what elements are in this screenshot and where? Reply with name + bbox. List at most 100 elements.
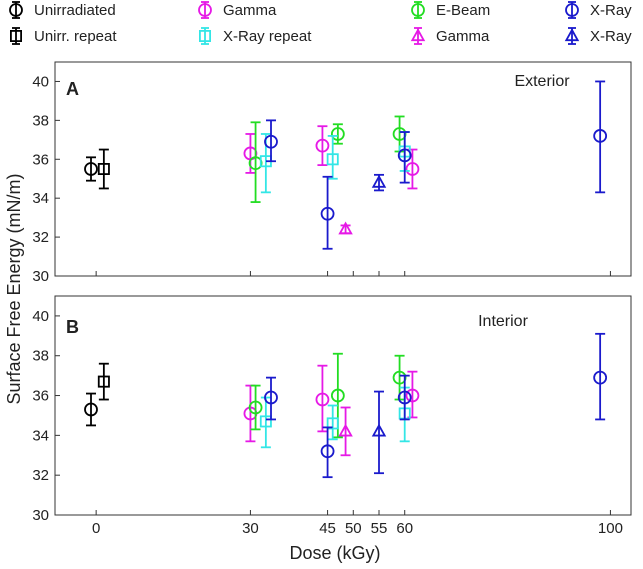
legend-item-gamma: Gamma — [410, 27, 490, 45]
x-tick-label: 45 — [319, 520, 336, 537]
panel-a-unirr_repeat-error-bar — [98, 148, 109, 190]
panel-a-y-tick-label: 40 — [32, 73, 49, 90]
panel-b-unirr_repeat-error-bar — [98, 362, 109, 401]
x-tick-label: 0 — [92, 520, 100, 537]
panel-b-xray-point — [593, 370, 608, 385]
panel-b-y-axis: 30 32 34 36 38 40 — [32, 308, 60, 524]
panel-a-letter: A — [66, 79, 79, 99]
legend-label: Gamma — [223, 2, 277, 19]
panel-b-unirradiated-point — [84, 402, 98, 417]
x-tick-label: 55 — [371, 520, 388, 537]
panel-b-xray-error-bar — [399, 374, 410, 421]
panel-a-unirr_repeat-point — [97, 162, 110, 175]
panel-b-x-axis: 0 30 45 50 55 60 100 — [92, 510, 623, 537]
panel-a-y-tick-label: 32 — [32, 229, 49, 246]
legend-label: X-Ray repeat — [223, 28, 312, 45]
panel-b-data — [84, 332, 608, 479]
panel-b-interior: B Interior 30 32 34 36 38 40 0 30 45 50 55 60 100 — [32, 295, 632, 537]
panel-a-unirradiated-error-bar — [86, 156, 96, 182]
panel-b-xray-error-bar — [322, 426, 333, 479]
panel-a-xray_repeat2-point — [371, 174, 387, 188]
legend-item-x-ray: X-Ray — [564, 27, 632, 45]
panel-b-ebeam-error-bar — [250, 384, 261, 431]
panel-a-gamma_repeat-point — [338, 221, 353, 235]
legend-unirradiated-marker — [9, 3, 23, 17]
legend-xray_repeat2-marker — [564, 28, 580, 42]
panel-a-exterior: A Exterior 30 32 34 36 38 40 — [32, 61, 632, 285]
panel-a-xray-error-bar — [595, 80, 606, 194]
panel-a-y-tick-label: 34 — [32, 190, 49, 207]
panel-b-xray-point — [397, 390, 412, 405]
legend-label: E-Beam — [436, 2, 490, 19]
legend-ebeam-marker — [411, 3, 425, 17]
legend-item-x-ray: X-Ray — [565, 1, 632, 19]
panel-b-xray_repeat-point — [326, 417, 339, 430]
legend-xray_repeat-marker — [198, 29, 211, 42]
legend-gamma_repeat-marker — [410, 28, 426, 42]
panel-a-gamma-point — [315, 138, 330, 153]
legend-label: X-Ray — [590, 28, 632, 45]
panel-a-y-axis: 30 32 34 36 38 40 — [32, 73, 60, 285]
legend-item-unirr-repeat: Unirr. repeat — [9, 27, 117, 45]
legend: Unirradiated Unirr. repeat Gamma X-Ray repe… — [9, 1, 632, 45]
panel-a-gamma-point — [405, 162, 420, 176]
panel-a-y-tick-label: 30 — [32, 268, 49, 285]
panel-b-unirradiated-error-bar — [86, 392, 96, 427]
panel-b-gamma-point — [315, 392, 330, 407]
panel-b-xray-error-bar — [595, 332, 606, 421]
panel-a-xray-point — [397, 148, 412, 163]
legend-label: Unirr. repeat — [34, 28, 117, 45]
panel-a-y-tick-label: 36 — [32, 151, 49, 168]
panel-b-xray_repeat2-point — [371, 423, 387, 437]
panel-a-y-tick-label: 38 — [32, 112, 49, 129]
legend-label: X-Ray — [590, 2, 632, 19]
panel-b-y-tick-label: 32 — [32, 467, 49, 484]
panel-b-gamma_repeat-point — [338, 423, 353, 437]
panel-b-letter: B — [66, 317, 79, 337]
panel-a-unirradiated-point — [84, 162, 98, 176]
panel-a-xray-error-bar — [322, 175, 333, 250]
panel-b-gamma-point — [405, 388, 420, 403]
panel-a-xray_repeat-error-bar — [327, 135, 338, 180]
panel-b-frame — [54, 295, 632, 516]
panel-b-y-tick-label: 40 — [32, 308, 49, 325]
legend-item-x-ray-repeat: X-Ray repeat — [198, 27, 312, 45]
legend-unirr_repeat-marker — [9, 29, 22, 42]
legend-item-gamma: Gamma — [198, 1, 277, 19]
panel-b-xray_repeat-error-bar — [327, 404, 338, 441]
panel-a-xray-point — [320, 206, 335, 221]
panel-a-frame — [54, 61, 632, 277]
panel-b-unirr_repeat-point — [97, 375, 110, 388]
panel-a-xray-error-bar — [399, 131, 410, 184]
panel-b-y-tick-label: 38 — [32, 348, 49, 365]
panel-a-data — [84, 80, 608, 250]
panel-a-xray-point — [264, 134, 278, 149]
panel-b-gamma-error-bar — [317, 364, 328, 433]
panel-b-ebeam-point — [248, 400, 263, 415]
panel-a-ebeam-error-bar — [250, 121, 261, 203]
panel-b-xray-point — [264, 390, 278, 405]
panel-b-xray_repeat-point — [259, 415, 272, 428]
x-tick-label: 30 — [242, 520, 259, 537]
panel-b-y-tick-label: 30 — [32, 507, 49, 524]
panel-b-xray-point — [320, 444, 335, 459]
panel-b-xray-error-bar — [266, 376, 276, 421]
legend-label: Gamma — [436, 28, 490, 45]
panel-a-x-axis — [95, 271, 611, 276]
panel-b-xray_repeat2-error-bar — [374, 390, 384, 475]
panel-b-gamma_repeat-error-bar — [340, 406, 351, 457]
panel-b-y-tick-label: 36 — [32, 388, 49, 405]
panel-b-xray_repeat-error-bar — [260, 396, 271, 449]
panel-a-xray-error-bar — [266, 119, 276, 163]
panel-b-y-tick-label: 34 — [32, 427, 49, 444]
x-tick-label: 50 — [345, 520, 362, 537]
panel-a-xray-point — [593, 129, 608, 143]
legend-item-e-beam: E-Beam — [411, 1, 490, 19]
panel-b-ebeam-point — [330, 388, 345, 403]
legend-gamma-marker — [198, 3, 212, 17]
panel-b-title: Interior — [478, 313, 528, 330]
panel-a-xray_repeat-point — [326, 153, 339, 166]
panel-a-gamma-error-bar — [317, 125, 328, 167]
legend-label: Unirradiated — [34, 2, 116, 19]
